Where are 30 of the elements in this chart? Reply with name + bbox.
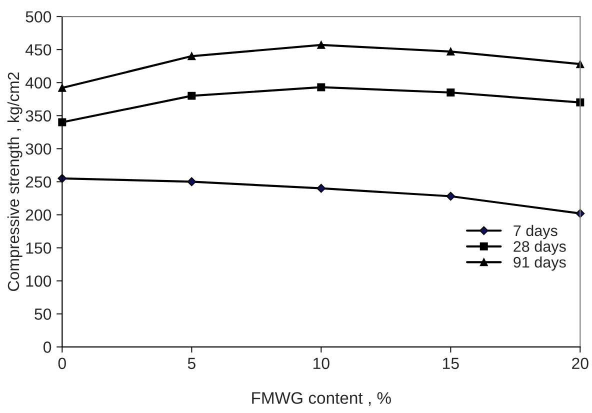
y-tick-label: 500 bbox=[26, 11, 52, 22]
y-tick-label: 150 bbox=[26, 242, 52, 254]
y-tick-label: 300 bbox=[26, 143, 52, 155]
y-tick-label: 350 bbox=[26, 110, 52, 122]
point bbox=[446, 48, 455, 56]
point bbox=[316, 184, 326, 193]
x-tick-label: 0 bbox=[58, 358, 66, 370]
legend-label: 91 days bbox=[514, 256, 566, 271]
point bbox=[188, 92, 196, 100]
y-tick-label: 100 bbox=[26, 275, 52, 287]
legend-label: 28 days bbox=[514, 240, 566, 255]
legend-label: 7 days bbox=[514, 224, 558, 240]
y-tick-label: 400 bbox=[25, 77, 52, 89]
y-axis-title: Compressive strength , kg/cm2 bbox=[7, 72, 22, 291]
y-tick-label: 0 bbox=[43, 342, 52, 353]
point bbox=[317, 83, 326, 92]
y-tick-label: 200 bbox=[26, 209, 52, 221]
x-tick-label: 5 bbox=[188, 358, 196, 370]
y-tick-label: 250 bbox=[26, 176, 52, 188]
point bbox=[187, 177, 196, 186]
point bbox=[446, 192, 456, 201]
x-tick-label: 15 bbox=[442, 358, 459, 370]
x-tick-label: 20 bbox=[572, 358, 588, 370]
x-tick-label: 10 bbox=[313, 358, 330, 370]
y-tick-label: 450 bbox=[25, 44, 52, 56]
point bbox=[317, 40, 326, 49]
point bbox=[188, 52, 196, 60]
y-tick-label: 50 bbox=[34, 308, 52, 320]
point bbox=[446, 88, 455, 97]
x-axis-title: FMWG content , % bbox=[252, 392, 391, 406]
